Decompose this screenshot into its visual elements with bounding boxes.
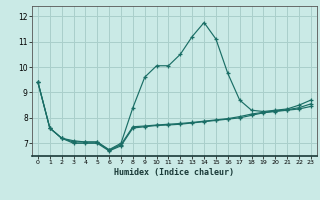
- X-axis label: Humidex (Indice chaleur): Humidex (Indice chaleur): [115, 168, 234, 177]
